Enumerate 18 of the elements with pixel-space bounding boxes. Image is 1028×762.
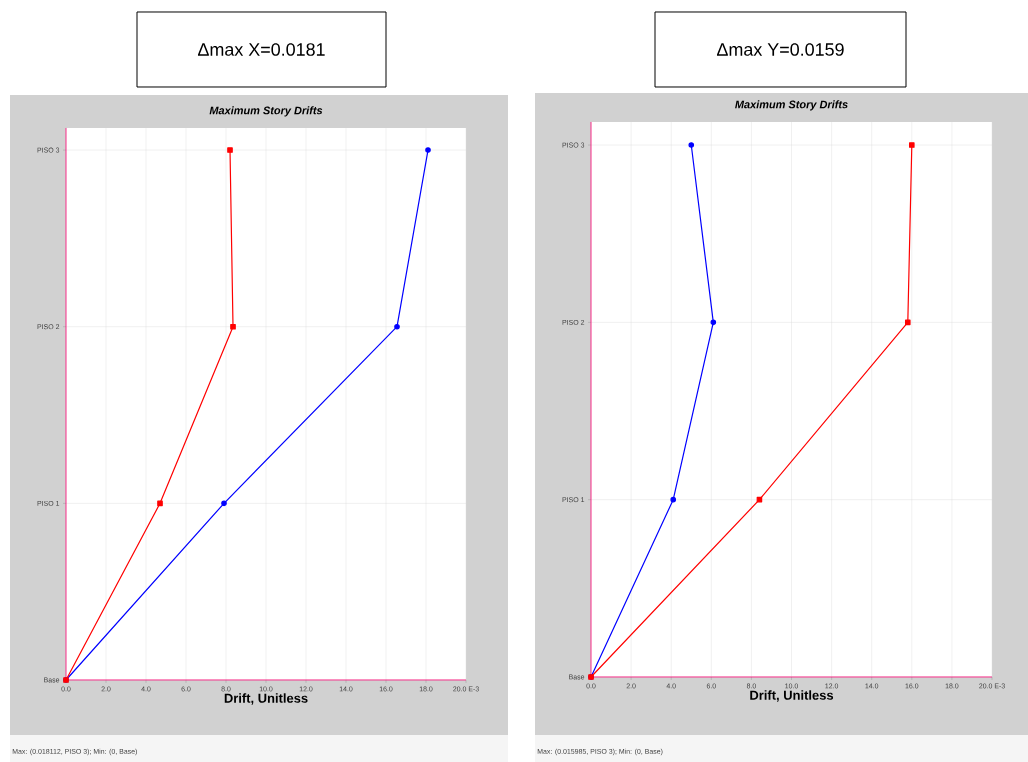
point — [670, 496, 677, 503]
point — [688, 142, 695, 148]
point — [909, 142, 915, 148]
x-axis-title: Drift, Unitless — [224, 693, 308, 705]
text: Δmax Y=0.0159 — [716, 43, 844, 56]
point — [425, 147, 431, 153]
chart-title: Maximum Story Drifts — [209, 106, 323, 117]
x-axis-title: Drift, Unitless — [750, 690, 834, 702]
point — [227, 147, 233, 153]
point — [221, 500, 227, 507]
point — [905, 319, 911, 326]
point — [394, 323, 400, 330]
text: Δmax X=0.0181 — [197, 43, 325, 56]
point — [710, 319, 717, 326]
chart-title: Maximum Story Drifts — [735, 100, 848, 111]
point — [230, 323, 236, 330]
point — [756, 496, 763, 503]
point — [157, 500, 163, 507]
